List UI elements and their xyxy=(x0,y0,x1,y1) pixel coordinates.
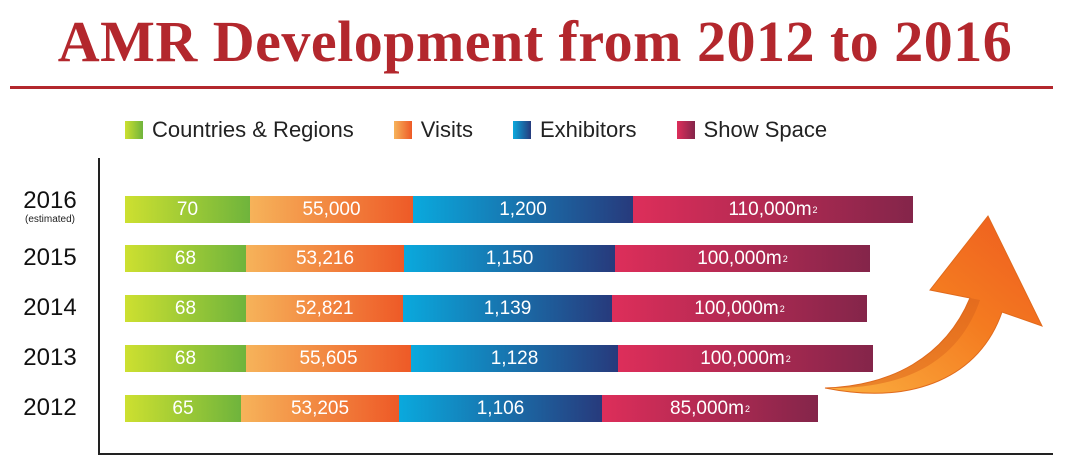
bar-segment-exhibitors-2015: 1,150 xyxy=(404,245,615,272)
year-label-2015: 2015 xyxy=(10,245,90,271)
bar-2014: 68 52,821 1,139 100,000m 2 xyxy=(125,295,867,322)
legend-item-countries: Countries & Regions xyxy=(125,117,354,143)
title-underline xyxy=(10,86,1053,89)
legend-item-exhibitors: Exhibitors xyxy=(512,117,637,143)
bar-segment-visits-2015: 53,216 xyxy=(246,245,404,272)
legend-swatch-countries xyxy=(125,121,143,139)
bar-segment-show-space-2016: 110,000m 2 xyxy=(633,196,913,223)
legend-item-visits: Visits xyxy=(393,117,473,143)
legend-label-exhibitors: Exhibitors xyxy=(539,117,637,142)
data-label: 1,139 xyxy=(483,297,532,319)
data-label: 100,000m xyxy=(697,247,782,269)
data-label: 110,000m xyxy=(728,198,812,220)
bar-segment-visits-2016: 55,000 xyxy=(250,196,413,223)
unit-superscript: 2 xyxy=(779,303,785,314)
data-label: 85,000m xyxy=(670,397,744,419)
data-label: 70 xyxy=(176,198,199,220)
legend-label-visits: Visits xyxy=(420,117,473,142)
data-label: 68 xyxy=(174,347,197,369)
bar-segment-visits-2014: 52,821 xyxy=(246,295,403,322)
data-label: 1,128 xyxy=(490,347,539,369)
legend-label-countries: Countries & Regions xyxy=(152,117,354,142)
legend-swatch-visits xyxy=(393,121,412,139)
bar-2015: 68 53,216 1,150 100,000m 2 xyxy=(125,245,870,272)
bar-segment-show-space-2012: 85,000m 2 xyxy=(602,395,818,422)
bar-segment-countries-2012: 65 xyxy=(125,395,241,422)
year-text: 2015 xyxy=(23,244,77,271)
year-label-2016: 2016 (estimated) xyxy=(10,187,90,226)
year-text: 2014 xyxy=(23,294,77,321)
year-text: 2012 xyxy=(23,394,77,421)
year-label-2013: 2013 xyxy=(10,345,90,371)
data-label: 68 xyxy=(174,247,197,269)
legend-swatch-exhibitors xyxy=(512,121,531,139)
bar-2012: 65 53,205 1,106 85,000m 2 xyxy=(125,395,818,422)
unit-superscript: 2 xyxy=(744,403,750,414)
legend-label-show-space: Show Space xyxy=(703,117,828,142)
year-text: 2016 xyxy=(23,187,77,214)
bar-segment-exhibitors-2016: 1,200 xyxy=(413,196,633,223)
data-label: 55,000 xyxy=(302,198,361,220)
bar-2016: 70 55,000 1,200 110,000m 2 xyxy=(125,196,913,223)
page-title: AMR Development from 2012 to 2016 xyxy=(57,9,1013,74)
year-text: 2013 xyxy=(23,344,77,371)
bar-2013: 68 55,605 1,128 100,000m 2 xyxy=(125,345,873,372)
data-label: 53,216 xyxy=(295,247,355,269)
data-label: 55,605 xyxy=(299,347,358,369)
bar-segment-show-space-2013: 100,000m 2 xyxy=(618,345,873,372)
bar-segment-exhibitors-2012: 1,106 xyxy=(399,395,602,422)
data-label: 1,200 xyxy=(499,198,547,220)
data-label: 68 xyxy=(174,297,197,319)
unit-superscript: 2 xyxy=(782,253,788,264)
bar-segment-visits-2013: 55,605 xyxy=(246,345,411,372)
unit-superscript: 2 xyxy=(812,204,818,215)
year-note: (estimated) xyxy=(24,214,75,225)
legend-item-show-space: Show Space xyxy=(676,117,828,143)
year-label-2014: 2014 xyxy=(10,295,90,321)
bar-segment-show-space-2015: 100,000m 2 xyxy=(615,245,870,272)
chart-legend: Countries & Regions Visits Exhibitors Sh… xyxy=(125,116,867,144)
x-axis-line xyxy=(98,453,1053,455)
bar-segment-visits-2012: 53,205 xyxy=(241,395,399,422)
legend-swatch-show-space xyxy=(676,121,695,139)
data-label: 100,000m xyxy=(700,347,785,369)
bar-segment-countries-2013: 68 xyxy=(125,345,246,372)
data-label: 52,821 xyxy=(295,297,354,319)
data-label: 1,106 xyxy=(476,397,525,419)
bar-segment-exhibitors-2013: 1,128 xyxy=(411,345,618,372)
unit-superscript: 2 xyxy=(785,353,791,364)
bar-segment-countries-2015: 68 xyxy=(125,245,246,272)
data-label: 53,205 xyxy=(290,397,350,419)
data-label: 65 xyxy=(172,397,194,419)
bar-segment-countries-2016: 70 xyxy=(125,196,250,223)
growth-arrow-icon xyxy=(824,215,1043,394)
data-label: 1,150 xyxy=(485,247,534,269)
bar-segment-show-space-2014: 100,000m 2 xyxy=(612,295,867,322)
year-label-2012: 2012 xyxy=(10,395,90,421)
y-axis-line xyxy=(98,158,100,455)
bar-segment-exhibitors-2014: 1,139 xyxy=(403,295,612,322)
data-label: 100,000m xyxy=(694,297,779,319)
bar-segment-countries-2014: 68 xyxy=(125,295,246,322)
